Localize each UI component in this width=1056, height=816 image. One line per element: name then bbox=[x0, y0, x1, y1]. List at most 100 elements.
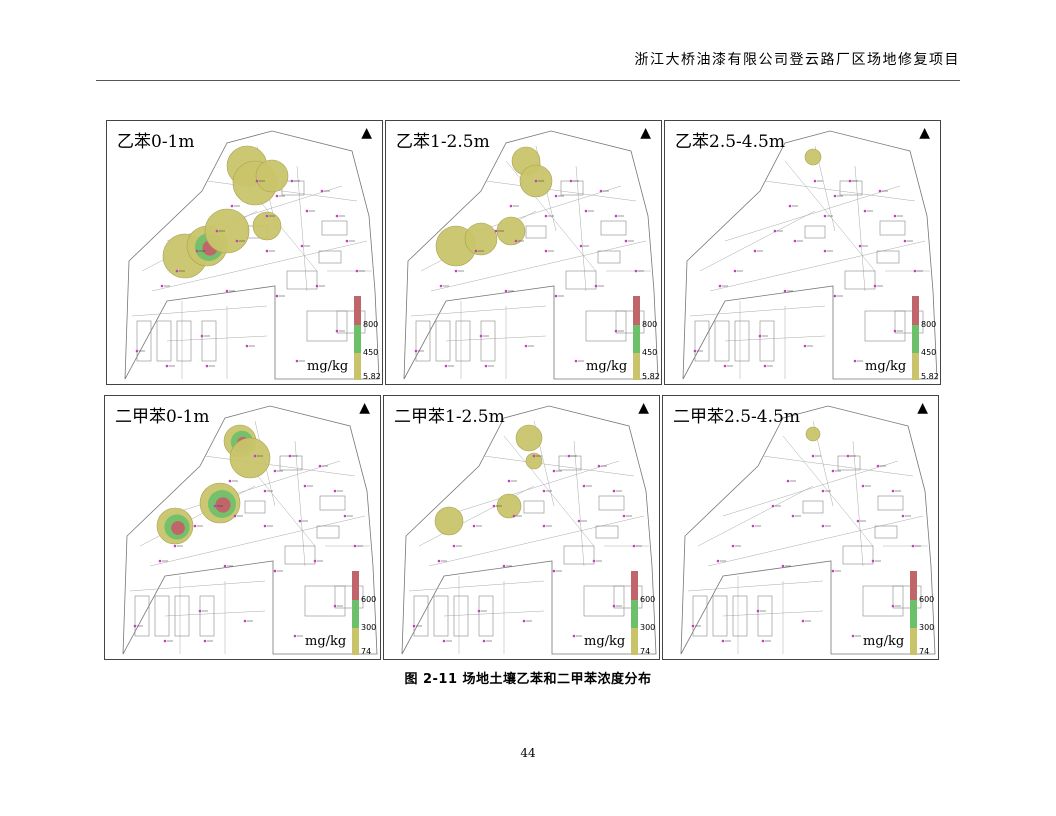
panel-title: 二甲苯2.5-4.5m bbox=[673, 407, 800, 427]
sample-point bbox=[911, 544, 915, 548]
panel-title: 乙苯1-2.5m bbox=[396, 132, 490, 152]
legend-unit: mg/kg bbox=[307, 359, 349, 374]
site-map-base bbox=[401, 405, 657, 655]
sample-point bbox=[823, 214, 827, 218]
sample-point bbox=[507, 479, 511, 483]
sample-point bbox=[691, 624, 695, 628]
panel-ethylbenzene-1-2.5m: 乙苯1-2.5m ▲ 800 450 5.82 mg/kg bbox=[385, 120, 662, 385]
sample-point bbox=[228, 479, 232, 483]
sample-point bbox=[582, 484, 586, 488]
legend-label: 5.82 bbox=[642, 372, 660, 381]
sample-point bbox=[300, 244, 304, 248]
panel-xylene-0-1m: 二甲苯0-1m ▲ 600 300 74 mg/kg bbox=[104, 395, 381, 660]
sample-point bbox=[195, 249, 199, 253]
legend-label: 600 bbox=[919, 594, 935, 604]
sample-point bbox=[353, 544, 357, 548]
sample-point bbox=[599, 189, 603, 193]
legend-label: 300 bbox=[361, 623, 377, 633]
legend-high-swatch bbox=[912, 296, 919, 325]
plume-low bbox=[252, 211, 282, 241]
sample-point bbox=[803, 344, 807, 348]
sample-point bbox=[163, 639, 167, 643]
sample-point bbox=[612, 489, 616, 493]
sample-point bbox=[335, 214, 339, 218]
sample-point bbox=[315, 284, 319, 288]
sample-point bbox=[831, 569, 835, 573]
legend-label: 74 bbox=[361, 647, 372, 656]
sample-point bbox=[313, 559, 317, 563]
sample-point bbox=[444, 364, 448, 368]
legend-label: 450 bbox=[921, 348, 937, 358]
sample-point bbox=[873, 284, 877, 288]
sample-point bbox=[477, 609, 481, 613]
sample-point bbox=[753, 249, 757, 253]
sample-point bbox=[893, 329, 897, 333]
sample-point bbox=[200, 334, 204, 338]
legend-mid-swatch bbox=[912, 324, 919, 354]
sample-point bbox=[781, 564, 785, 568]
legend-low-swatch bbox=[352, 628, 359, 655]
sample-point bbox=[225, 289, 229, 293]
plume-high bbox=[215, 497, 231, 513]
north-arrow-icon: ▲ bbox=[917, 400, 928, 416]
sample-point bbox=[871, 559, 875, 563]
sample-point bbox=[504, 289, 508, 293]
sample-point bbox=[133, 624, 137, 628]
sample-point bbox=[612, 604, 616, 608]
sample-point bbox=[552, 569, 556, 573]
legend-label: 74 bbox=[919, 647, 930, 656]
sample-point bbox=[230, 204, 234, 208]
sample-point bbox=[771, 504, 775, 508]
sample-point bbox=[756, 609, 760, 613]
sample-point bbox=[761, 639, 765, 643]
concentration-plumes bbox=[162, 145, 289, 279]
panel-title: 乙苯2.5-4.5m bbox=[675, 132, 785, 152]
legend-label: 74 bbox=[640, 647, 651, 656]
plume-low bbox=[804, 148, 822, 166]
sample-point bbox=[791, 514, 795, 518]
sample-point bbox=[290, 179, 294, 183]
sample-point bbox=[494, 229, 498, 233]
sample-point bbox=[632, 544, 636, 548]
sample-point bbox=[624, 239, 628, 243]
sample-point bbox=[158, 559, 162, 563]
sample-point bbox=[693, 349, 697, 353]
sample-point bbox=[492, 504, 496, 508]
site-map bbox=[680, 405, 936, 655]
sample-point bbox=[439, 284, 443, 288]
sample-point bbox=[213, 504, 217, 508]
sample-point bbox=[293, 634, 297, 638]
legend-label: 5.82 bbox=[921, 372, 939, 381]
sample-point bbox=[718, 284, 722, 288]
legend-label: 800 bbox=[363, 319, 379, 329]
legend-label: 600 bbox=[640, 594, 656, 604]
sample-points bbox=[412, 454, 642, 643]
sample-point bbox=[863, 209, 867, 213]
legend-label: 450 bbox=[642, 348, 658, 358]
sample-point bbox=[901, 514, 905, 518]
sample-point bbox=[592, 559, 596, 563]
sample-point bbox=[412, 624, 416, 628]
sample-point bbox=[579, 244, 583, 248]
legend-low-swatch bbox=[633, 353, 640, 380]
site-map bbox=[122, 405, 378, 655]
legend-unit: mg/kg bbox=[305, 634, 347, 649]
legend-high-swatch bbox=[910, 571, 917, 600]
legend-label: 800 bbox=[642, 319, 658, 329]
legend-unit: mg/kg bbox=[863, 634, 905, 649]
legend-unit: mg/kg bbox=[586, 359, 628, 374]
sample-point bbox=[813, 179, 817, 183]
legend-label: 450 bbox=[363, 348, 379, 358]
legend-low-swatch bbox=[910, 628, 917, 655]
sample-point bbox=[848, 179, 852, 183]
sample-point bbox=[193, 524, 197, 528]
sample-point bbox=[452, 544, 456, 548]
sample-point bbox=[846, 454, 850, 458]
legend-low-swatch bbox=[354, 353, 361, 380]
sample-point bbox=[584, 209, 588, 213]
sample-point bbox=[861, 484, 865, 488]
sample-point bbox=[786, 479, 790, 483]
legend-unit: mg/kg bbox=[584, 634, 626, 649]
sample-point bbox=[831, 469, 835, 473]
sample-point bbox=[479, 334, 483, 338]
